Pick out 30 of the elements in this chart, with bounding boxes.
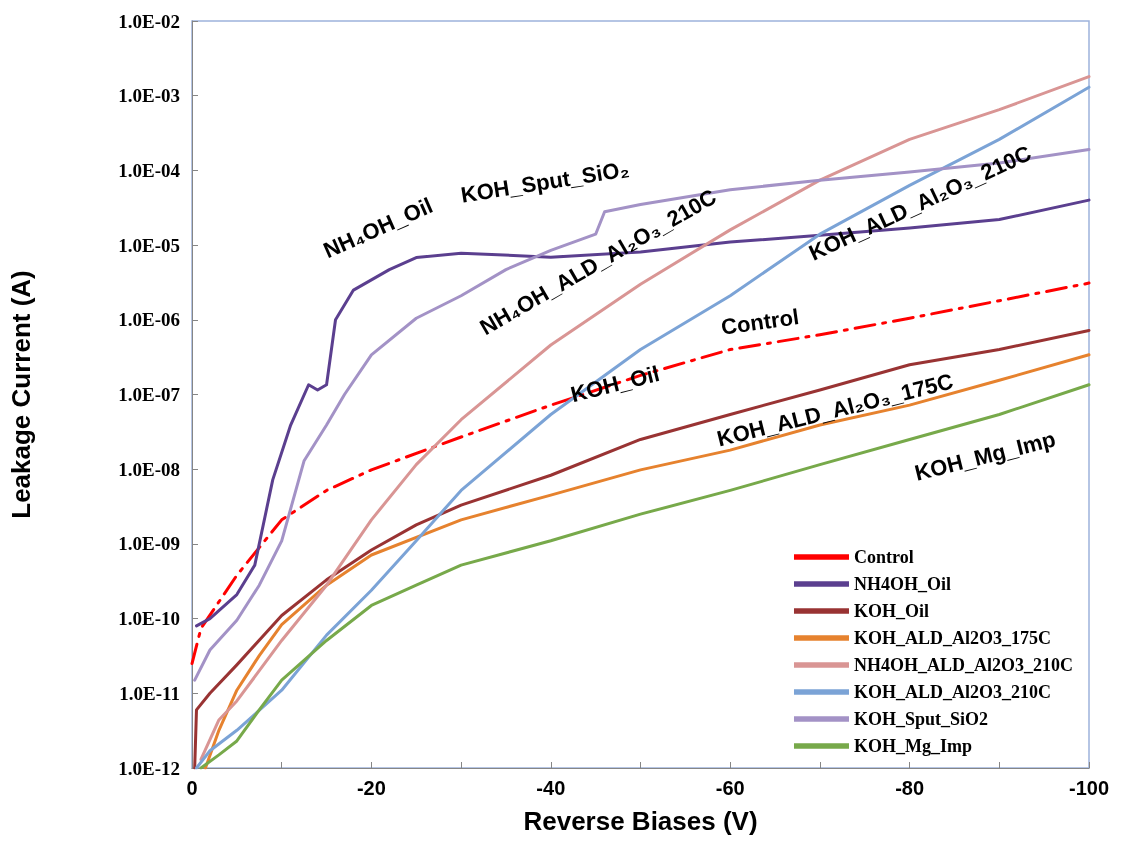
legend-label: KOH_Oil [853, 601, 930, 621]
y-tick-label: 1.0E-08 [118, 458, 180, 480]
y-tick-label: 1.0E-09 [118, 533, 180, 555]
legend-label: Control [853, 547, 914, 567]
legend-label: NH4OH_ALD_Al2O3_210C [853, 655, 1074, 675]
annotation: Control [719, 304, 801, 340]
x-axis-title: Reverse Biases (V) [523, 806, 758, 836]
y-tick-label: 1.0E-02 [118, 10, 180, 32]
y-tick-label: 1.0E-04 [118, 159, 181, 181]
x-tick-label: -100 [1068, 777, 1110, 799]
x-tick-label: -40 [536, 777, 566, 799]
y-axis-title: Leakage Current (A) [6, 270, 36, 519]
x-tick-label: 0 [186, 777, 198, 799]
legend-label: KOH_Sput_SiO2 [853, 709, 989, 729]
legend-label: NH4OH_Oil [853, 574, 952, 594]
y-tick-label: 1.0E-07 [118, 384, 181, 405]
x-tick-label: -80 [895, 777, 925, 799]
y-tick-label: 1.0E-11 [119, 682, 180, 704]
legend-label: KOH_ALD_Al2O3_175C [853, 628, 1052, 648]
legend-label: KOH_Mg_Imp [853, 736, 973, 756]
y-tick-label: 1.0E-10 [118, 608, 180, 630]
legend-label: KOH_ALD_Al2O3_210C [853, 682, 1052, 702]
y-tick-label: 1.0E-06 [118, 309, 180, 331]
y-tick-label: 1.0E-05 [118, 234, 180, 256]
line-series [193, 148, 1091, 682]
y-tick-label: 1.0E-12 [118, 757, 180, 779]
y-tick-label: 1.0E-03 [118, 85, 180, 107]
annotation: KOH_Oil [568, 360, 662, 408]
x-tick-label: -60 [715, 777, 745, 799]
x-tick-label: -20 [356, 777, 386, 799]
